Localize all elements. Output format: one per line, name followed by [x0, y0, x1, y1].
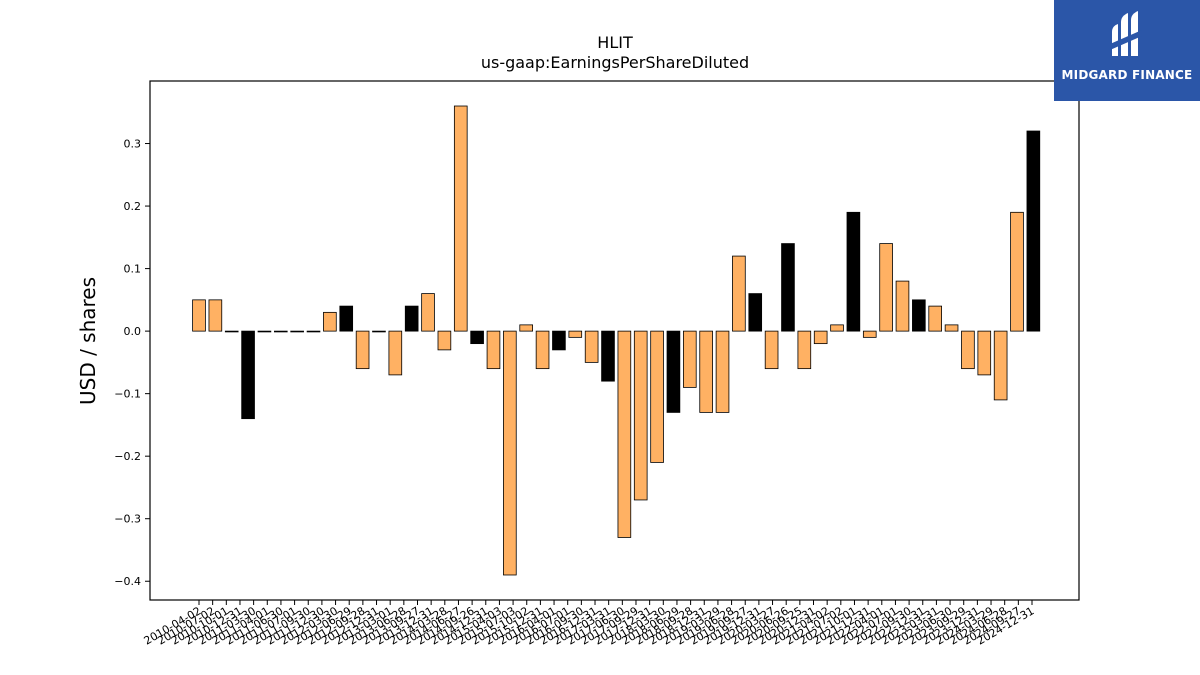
bar-2016-09-30 — [617, 330, 632, 538]
bar-2022-04-01 — [977, 330, 992, 376]
y-tick-label: 0.0 — [124, 325, 142, 338]
y-tick-label: −0.3 — [114, 513, 141, 526]
y-tick-label: 0.3 — [124, 138, 142, 151]
y-axis-label: USD / shares — [76, 277, 100, 405]
bar-2013-06-28 — [404, 305, 419, 332]
bar-2019-12-31 — [830, 324, 844, 332]
bar-2010-10-01 — [224, 330, 239, 333]
bar-2020-03-27 — [846, 211, 861, 332]
bar-2019-09-27 — [813, 330, 828, 345]
bar-2022-12-31 — [1026, 130, 1041, 332]
brand-logo: MIDGARD FINANCE — [1054, 0, 1200, 101]
bar-2012-09-28 — [355, 330, 370, 370]
bar-2020-09-25 — [879, 243, 893, 332]
x-ticks-group: 2010-04-022010-07-022010-10-012010-12-31… — [142, 600, 1037, 648]
bar-2011-12-30 — [306, 330, 321, 333]
bar-2015-10-02 — [552, 330, 566, 351]
bar-2017-09-29 — [683, 330, 697, 388]
bar-2019-03-29 — [781, 243, 795, 332]
bar-2010-04-02 — [192, 299, 206, 332]
bar-2017-03-31 — [650, 330, 664, 463]
bar-2021-07-02 — [928, 305, 942, 332]
bar-2018-06-29 — [732, 255, 746, 332]
y-tick-label: 0.2 — [124, 200, 142, 213]
y-tick-label: −0.4 — [114, 575, 141, 588]
bar-2018-12-31 — [764, 330, 779, 370]
bar-2019-06-28 — [797, 330, 812, 370]
bar-2021-12-31 — [961, 330, 975, 370]
bar-2015-12-31 — [568, 330, 583, 338]
bar-2016-12-31 — [633, 330, 648, 501]
y-ticks-group: −0.4 −0.3 −0.2 −0.1 0.0 0.1 0.2 0.3 — [114, 138, 150, 588]
bar-2014-09-26 — [486, 330, 501, 370]
bar-2016-04-01 — [584, 330, 599, 363]
bar-2020-06-26 — [862, 330, 877, 338]
bar-2018-09-28 — [748, 293, 763, 332]
bar-2010-07-02 — [208, 299, 223, 332]
bar-2018-03-30 — [715, 330, 730, 413]
chart-title: HLIT — [597, 33, 633, 52]
bar-2021-04-02 — [912, 299, 926, 332]
bar-2022-09-30 — [1010, 211, 1024, 332]
bar-2015-04-03 — [519, 324, 533, 332]
bar-2016-07-01 — [601, 330, 615, 382]
bar-2014-06-27 — [470, 330, 484, 345]
bar-2021-10-01 — [944, 324, 959, 332]
bar-2012-12-28 — [372, 330, 386, 333]
y-tick-label: −0.2 — [114, 450, 141, 463]
bar-2011-07-01 — [273, 330, 288, 333]
bar-2014-12-31 — [503, 330, 517, 576]
bar-2011-09-30 — [290, 330, 304, 333]
y-tick-label: −0.1 — [114, 388, 141, 401]
bar-2017-12-31 — [699, 330, 713, 413]
bars-group — [192, 105, 1041, 576]
bar-2013-03-29 — [388, 330, 403, 376]
logo-mark-icon — [1110, 11, 1142, 56]
brand-name: MIDGARD FINANCE — [1061, 68, 1193, 82]
bar-2012-03-30 — [323, 311, 337, 332]
y-tick-label: 0.1 — [124, 263, 142, 276]
bar-2014-03-28 — [453, 105, 468, 332]
bar-2015-07-03 — [535, 330, 550, 370]
bar-2010-12-31 — [241, 330, 255, 420]
bar-2011-04-01 — [257, 330, 272, 333]
plot-frame — [149, 80, 1080, 601]
bar-2013-09-27 — [421, 293, 435, 332]
bar-2013-12-27 — [437, 330, 452, 351]
bar-2017-06-30 — [666, 330, 681, 413]
bar-2012-06-29 — [339, 305, 354, 332]
bar-2022-07-01 — [993, 330, 1008, 401]
bar-2020-12-31 — [895, 280, 910, 332]
chart-subtitle: us-gaap:EarningsPerShareDiluted — [481, 53, 749, 72]
